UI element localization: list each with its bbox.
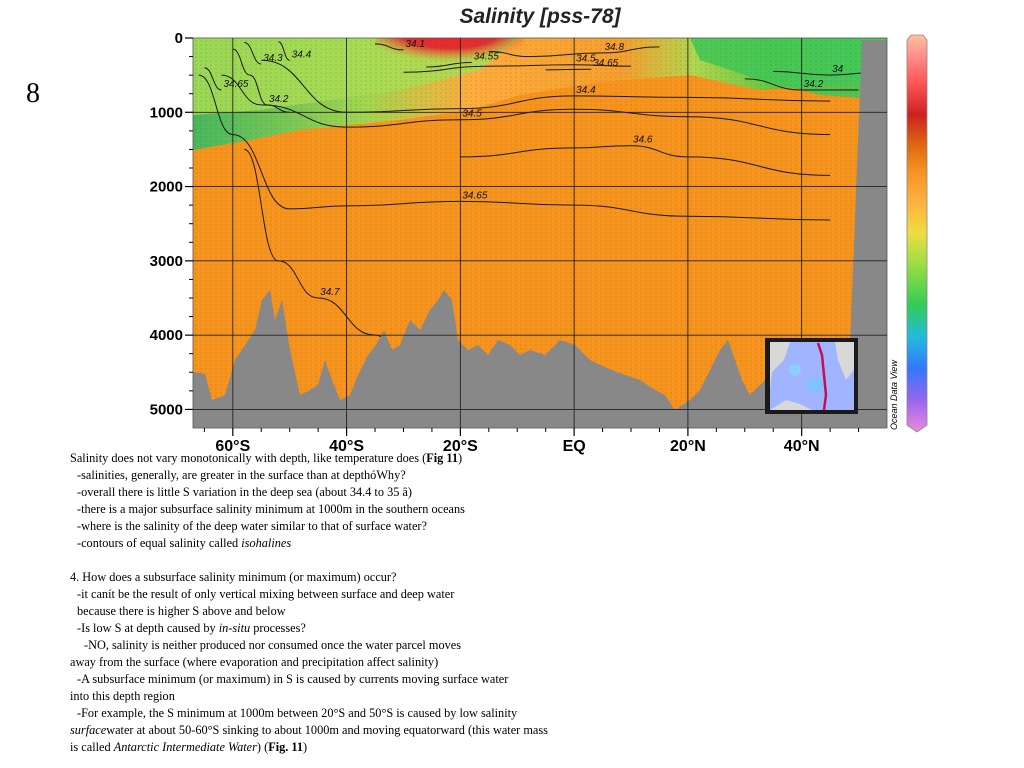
contour-label-13: 34.4	[292, 49, 312, 60]
contour-label-9: 34.55	[474, 52, 499, 63]
contour-line-15	[204, 67, 222, 91]
notes-line-2-part: -overall there is little S variation in …	[77, 485, 412, 499]
notes-line-13-part: -A subsurface minimum (or maximum) in S …	[77, 672, 509, 686]
contour-lines: 34.2 34.4 34.5 34.6 34.65 34.7 34.2 34 34.5 34.55…	[198, 39, 887, 358]
notes-line-7-part: 4. How does a subsurface salinity minimu…	[70, 570, 397, 584]
notes-line-0-part: Salinity does not vary monotonically wit…	[70, 451, 427, 465]
notes-line-7: 4. How does a subsurface salinity minimu…	[70, 569, 690, 586]
contour-line-2	[221, 74, 831, 136]
y-tick-label: 1000	[150, 104, 183, 121]
contour-label-1: 34.4	[576, 85, 596, 96]
contour-line-14	[244, 42, 262, 65]
contour-label-8: 34.5	[576, 54, 596, 65]
notes-line-10-part: processes?	[250, 621, 306, 635]
y-tick-label: 0	[175, 30, 183, 47]
notes-line-13: -A subsurface minimum (or maximum) in S …	[70, 671, 690, 688]
notes-line-5-part: -contours of equal salinity called	[77, 536, 242, 550]
contour-line-8	[403, 64, 632, 73]
notes-line-1: -salinities, generally, are greater in t…	[70, 467, 690, 484]
notes-line-12-part: away from the surface (where evaporation…	[70, 655, 439, 669]
notes-line-9-part: because there is higher S above and belo…	[77, 604, 286, 618]
contour-label-15: 34.65	[223, 79, 248, 90]
notes-line-17-part: Fig. 11	[268, 740, 304, 754]
notes-line-16-part: water at about 50-60°S sinking to about …	[106, 723, 548, 737]
y-tick-label: 3000	[150, 253, 183, 270]
contour-label-11: 34.8	[605, 42, 625, 53]
ocean-data-view-label: Ocean Data View	[889, 360, 899, 430]
chart-title: Salinity [pss-78]	[459, 5, 621, 28]
contour-label-7: 34	[832, 64, 844, 75]
contour-line-9	[426, 62, 472, 68]
y-tick-label: 5000	[150, 401, 183, 418]
y-axis: 0 1000 2000 3000 4000 5000	[150, 30, 193, 418]
contour-line-3	[460, 145, 831, 176]
notes-line-8: -it canít be the result of only vertical…	[70, 586, 690, 603]
x-tick-label: 20°S	[443, 438, 478, 455]
contour-label-10: 34.65	[593, 58, 618, 69]
notes-line-0-part: Fig 11	[426, 451, 458, 465]
y-tick-label: 4000	[150, 327, 183, 344]
x-tick-label: 60°S	[215, 438, 250, 455]
x-tick-label: 40°S	[329, 438, 364, 455]
x-axis: 60°S 40°S 20°S EQ 20°N 40°N	[203, 428, 860, 455]
gridlines	[193, 38, 887, 428]
notes-line-17-part: is called	[70, 740, 114, 754]
notes-text: Salinity does not vary monotonically wit…	[70, 450, 690, 756]
notes-line-2: -overall there is little S variation in …	[70, 484, 690, 501]
contour-label-14: 34.3	[263, 53, 283, 64]
contour-label-3: 34.6	[633, 135, 653, 146]
contour-line-5	[244, 148, 404, 358]
contour-label-4: 34.65	[462, 190, 487, 201]
notes-line-4: -where is the salinity of the deep water…	[70, 518, 690, 535]
notes-line-10: -Is low S at depth caused by in-situ pro…	[70, 620, 690, 637]
y-tick-label: 2000	[150, 179, 183, 196]
x-tick-label: 20°N	[670, 438, 706, 455]
notes-line-14: into this depth region	[70, 688, 690, 705]
notes-line-16-part: surface	[70, 723, 107, 737]
notes-line-17-part: ) (	[256, 740, 269, 754]
notes-line-9: because there is higher S above and belo…	[70, 603, 690, 620]
notes-line-11: -NO, salinity is neither produced nor co…	[70, 637, 690, 654]
notes-line-3: -there is a major subsurface salinity mi…	[70, 501, 690, 518]
notes-line-17-part: Antarctic Intermediate Water	[113, 740, 257, 754]
station-track-inset-map	[765, 338, 858, 414]
contour-line-13	[278, 41, 290, 61]
contour-line-11	[488, 46, 660, 58]
notes-line-15: -For example, the S minimum at 1000m bet…	[70, 705, 690, 722]
notes-line-10-part: in-situ	[218, 621, 251, 635]
contour-line-12	[374, 43, 404, 51]
notes-line-8-part: -it canít be the result of only vertical…	[77, 587, 455, 601]
notes-line-10-part: -Is low S at depth caused by	[77, 621, 219, 635]
notes-line-0-part: )	[457, 451, 463, 465]
notes-line-4-part: -where is the salinity of the deep water…	[77, 519, 427, 533]
notes-line-1-part: -salinities, generally, are greater in t…	[77, 468, 406, 482]
notes-line-5: -contours of equal salinity called isoha…	[70, 535, 690, 552]
contour-label-0: 34.2	[269, 94, 289, 105]
plot-frame	[192, 37, 888, 429]
notes-line-11-part: -NO, salinity is neither produced nor co…	[84, 638, 461, 652]
x-tick-label: EQ	[563, 438, 586, 455]
contour-line-10	[545, 68, 592, 71]
contour-line-0	[232, 48, 290, 113]
salinity-section-chart: Salinity [pss-78] 34.234.434.534.634.653…	[150, 5, 928, 455]
notes-line-0: Salinity does not vary monotonically wit…	[70, 450, 690, 467]
notes-line-17: is called Antarctic Intermediate Water) …	[70, 739, 690, 756]
notes-line-16: surfacewater at about 50-60°S sinking to…	[70, 722, 690, 739]
notes-line-5-part: isohalines	[241, 536, 292, 550]
contour-label-2: 34.5	[462, 109, 482, 120]
notes-line-14-part: into this depth region	[70, 689, 175, 703]
contour-line-1	[261, 59, 831, 113]
slide-number: 8	[26, 78, 40, 109]
colorbar	[906, 34, 928, 433]
notes-line-17-part: )	[303, 740, 308, 754]
contour-label-6: 34.2	[804, 79, 824, 90]
notes-line-15-part: -For example, the S minimum at 1000m bet…	[77, 706, 518, 720]
contour-label-5: 34.7	[320, 287, 340, 298]
notes-line-12: away from the surface (where evaporation…	[70, 654, 690, 671]
x-tick-label: 40°N	[784, 438, 820, 455]
contour-label-12: 34.1	[405, 39, 424, 50]
notes-line-6	[70, 552, 690, 569]
notes-line-3-part: -there is a major subsurface salinity mi…	[77, 502, 465, 516]
